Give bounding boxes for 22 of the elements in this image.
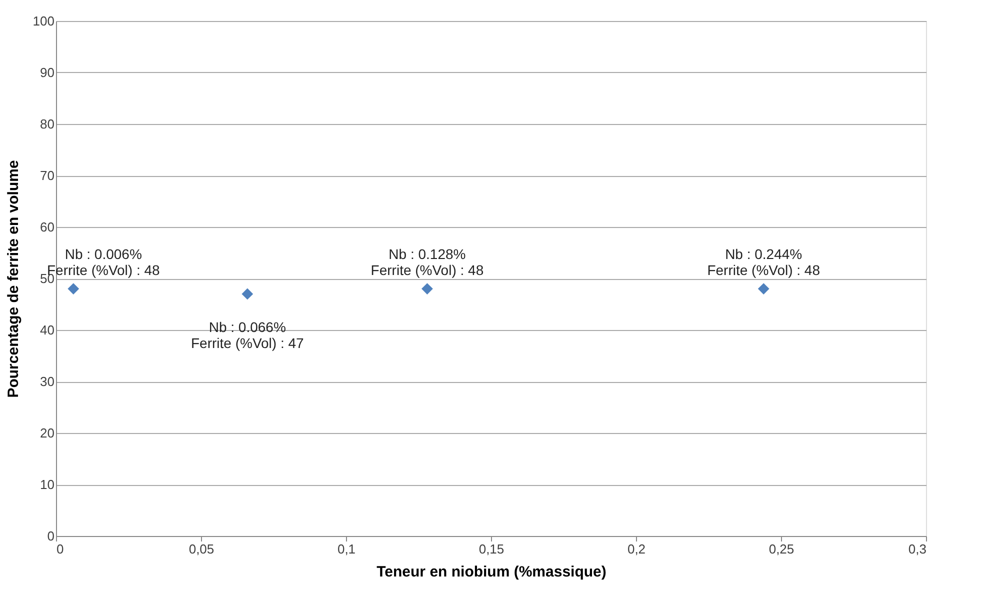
y-tick-label: 30 (40, 374, 54, 389)
x-tick-label: 0,05 (188, 542, 214, 556)
y-tick-label: 40 (40, 322, 54, 338)
y-tick-label: 0 (47, 528, 54, 544)
annotation: Nb : 0.128% Ferrite (%Vol) : 48 (370, 246, 484, 278)
x-tick-label: 0,25 (768, 542, 794, 556)
y-axis-title: Pourcentage de ferrite en volume (4, 160, 22, 398)
x-axis-title: Teneur en niobium (%massique) (376, 564, 606, 580)
y-tick-label: 60 (40, 220, 54, 234)
y-tick-label: 10 (40, 477, 54, 492)
x-tick-label: 0,1 (337, 542, 356, 556)
y-tick-label: 100 (32, 14, 54, 28)
y-tick-label: 70 (40, 168, 54, 183)
y-tick-label: 80 (40, 116, 54, 132)
y-tick-label: 90 (40, 65, 54, 80)
x-tick-label: 0 (56, 542, 64, 556)
x-tick-label: 0,3 (908, 542, 926, 556)
annotation: Nb : 0.244% Ferrite (%Vol) : 48 (707, 246, 820, 278)
annotation: Nb : 0.066% Ferrite (%Vol) : 47 (190, 318, 304, 351)
y-tick-label: 20 (40, 426, 54, 440)
x-tick-label: 0,15 (478, 542, 504, 556)
x-tick-label: 0,2 (627, 542, 646, 556)
